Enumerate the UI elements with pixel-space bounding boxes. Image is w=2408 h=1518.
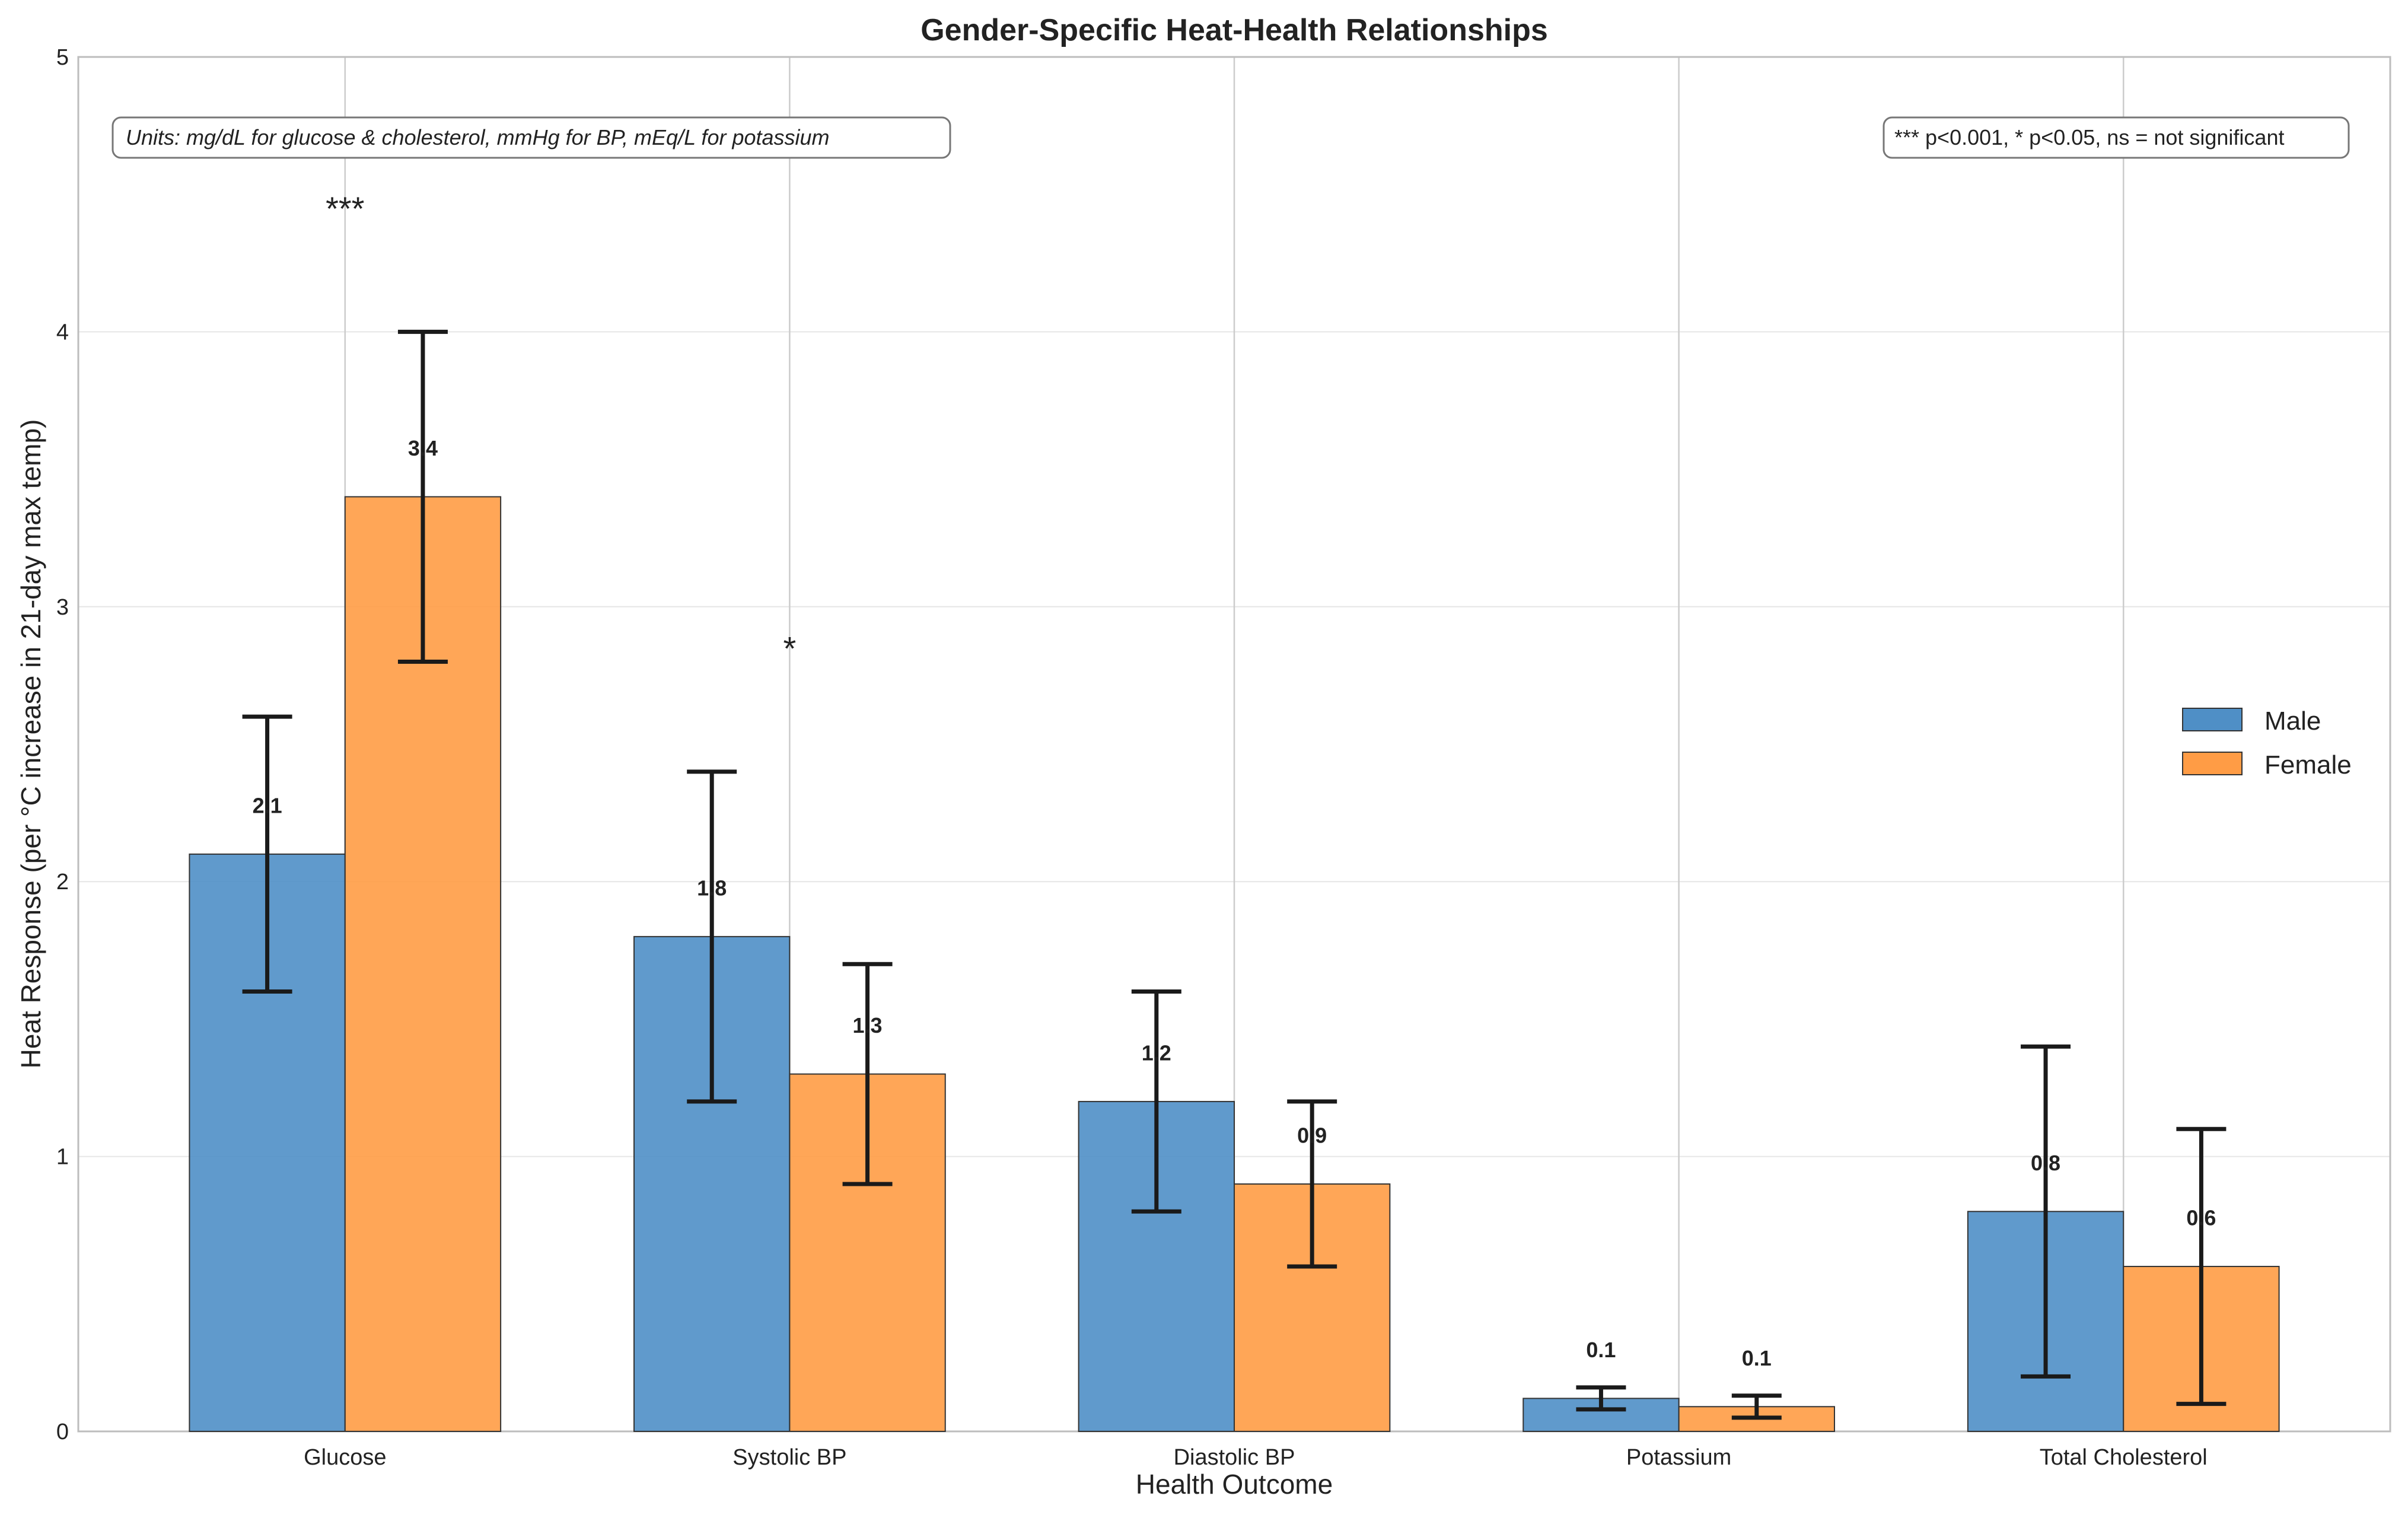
value-label-male-potassium: 0.1 xyxy=(1586,1338,1616,1362)
x-axis-ticks: Glucose Systolic BP Diastolic BP Potassium T… xyxy=(304,1445,2208,1470)
value-labels: 2.1 1.8 1.2 0.1 0.8 3.4 1.3 0.9 0.1 0.6 xyxy=(253,436,2216,1370)
y-tick-label: 2 xyxy=(56,870,69,895)
y-axis-label: Heat Response (per °C increase in 21-day… xyxy=(15,419,46,1069)
y-tick-label: 4 xyxy=(56,320,69,345)
significance-marker-glucose: *** xyxy=(326,190,364,227)
x-tick-label-systolic-bp: Systolic BP xyxy=(732,1445,846,1470)
value-label-male-glucose: 2.1 xyxy=(253,793,282,817)
y-tick-label: 5 xyxy=(56,45,69,70)
units-annotation-box xyxy=(112,116,951,159)
x-tick-label-total-cholesterol: Total Cholesterol xyxy=(2040,1445,2208,1470)
value-label-male-systolic-bp: 1.8 xyxy=(697,876,727,900)
legend-swatch-female xyxy=(2182,752,2243,775)
significance-marker-systolic-bp: * xyxy=(783,629,796,667)
significance-key-box xyxy=(1883,116,2350,159)
value-label-male-total-cholesterol: 0.8 xyxy=(2031,1151,2060,1175)
y-tick-label: 3 xyxy=(56,595,69,620)
units-annotation-text: Units: mg/dL for glucose & cholesterol, … xyxy=(126,125,830,149)
chart-title: Gender-Specific Heat-Health Relationship… xyxy=(920,13,1548,47)
value-label-female-total-cholesterol: 0.6 xyxy=(2186,1205,2216,1230)
legend-label-female: Female xyxy=(2264,750,2352,779)
units-annotation: Units: mg/dL for glucose & cholesterol, … xyxy=(112,116,951,159)
significance-key-text: *** p<0.001, * p<0.05, ns = not signific… xyxy=(1894,125,2284,149)
y-tick-label: 0 xyxy=(56,1420,69,1444)
x-tick-label-diastolic-bp: Diastolic BP xyxy=(1174,1445,1295,1470)
error-bars xyxy=(242,329,2227,1420)
y-tick-label: 1 xyxy=(56,1145,69,1170)
x-axis-label: Health Outcome xyxy=(1136,1469,1333,1500)
value-label-female-systolic-bp: 1.3 xyxy=(853,1013,883,1038)
legend-label-male: Male xyxy=(2264,707,2321,736)
significance-key-annotation: *** p<0.001, * p<0.05, ns = not signific… xyxy=(1883,116,2350,159)
value-label-female-glucose: 3.4 xyxy=(408,436,438,460)
legend: Male Female xyxy=(2182,707,2352,779)
value-label-male-diastolic-bp: 1.2 xyxy=(1142,1040,1171,1065)
y-axis-ticks: 0 1 2 3 4 5 xyxy=(56,45,69,1444)
x-tick-label-glucose: Glucose xyxy=(304,1445,386,1470)
value-label-female-diastolic-bp: 0.9 xyxy=(1297,1123,1327,1147)
value-label-female-potassium: 0.1 xyxy=(1742,1346,1772,1370)
x-tick-label-potassium: Potassium xyxy=(1626,1445,1731,1470)
legend-swatch-male xyxy=(2182,708,2243,731)
significance-markers: **** xyxy=(326,190,796,667)
